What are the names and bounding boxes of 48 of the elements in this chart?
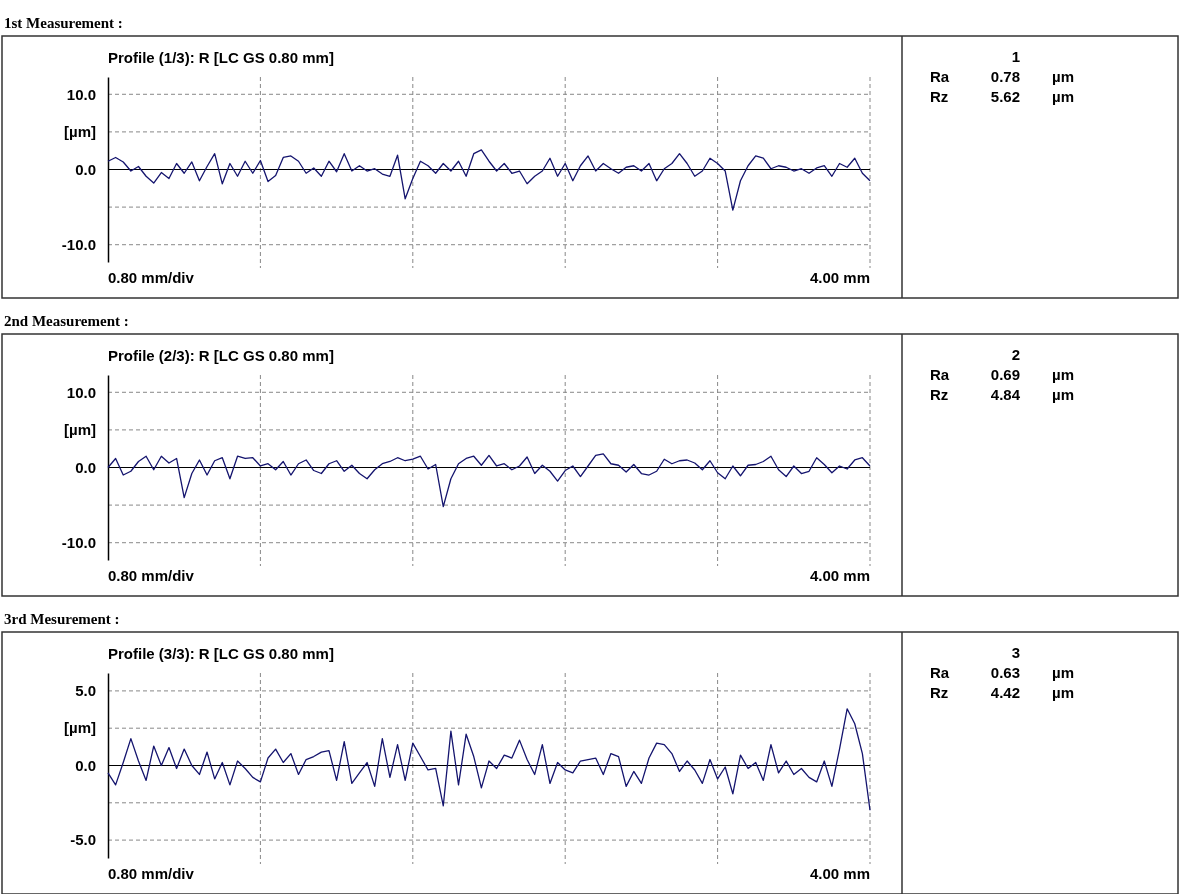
text: Rz [930,88,949,105]
chart-subtitle: Profile (3/3): R [LC GS 0.80 mm] [108,645,334,662]
text: Ra [930,68,950,85]
text: µm [1052,88,1074,105]
text: µm [1052,68,1074,85]
text: 4.00 mm [809,269,870,286]
text: 5.62 [990,88,1020,105]
text: Rz [930,386,949,403]
text: 4.84 [990,386,1021,403]
text: 4.00 mm [809,567,870,584]
chart-title: 2nd Measurement : [4,313,129,329]
text: 3 [1011,644,1020,661]
x-axis-title: 0.80 mm/div [108,269,195,286]
y-tick-label: 10.0 [66,383,96,401]
chart-title: 1st Measurement : [4,15,123,31]
line-series [107,708,871,811]
y-tick-label: 0.0 [75,160,96,178]
text: µm [1052,386,1074,403]
y-axis-title: [µm] [64,421,96,439]
y-tick-label: 0.0 [75,756,96,774]
text: µm [1052,366,1074,383]
y-tick-label: -10.0 [61,534,96,551]
y-axis-title: [µm] [64,123,96,141]
y-tick-label: 5.0 [75,682,96,700]
chart-subtitle: Profile (1/3): R [LC GS 0.80 mm] [108,49,334,66]
x-axis-title: 0.80 mm/div [108,865,195,882]
y-tick-label: 0.0 [75,458,96,476]
text: Ra [930,366,950,383]
text: Ra [930,664,950,681]
line-series [107,149,871,211]
y-tick-label: -10.0 [61,236,96,253]
x-axis-title: 0.80 mm/div [108,567,195,584]
y-axis-title: [µm] [64,719,96,737]
chart-title: 3rd Mesurement : [4,611,120,627]
text: µm [1052,684,1074,701]
text: 0.78 [990,68,1020,85]
chart-subtitle: Profile (2/3): R [LC GS 0.80 mm] [108,347,334,364]
y-tick-label: -5.0 [70,831,96,849]
text: 0.69 [990,366,1020,383]
text: Rz [930,684,949,701]
text: 4.42 [990,684,1020,701]
text: 1 [1011,48,1020,65]
text: µm [1052,664,1074,681]
line-series [107,453,871,508]
y-tick-label: 10.0 [66,85,96,103]
text: 2 [1011,346,1020,363]
text: 4.00 mm [809,865,870,882]
text: 0.63 [990,664,1020,681]
